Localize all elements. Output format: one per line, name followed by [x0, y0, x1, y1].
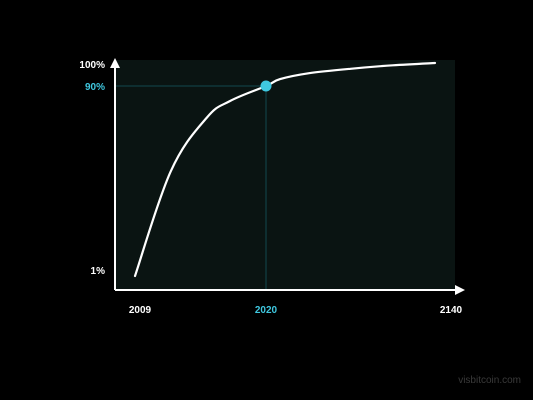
watermark: visbitcoin.com	[458, 375, 521, 386]
x-axis-arrow	[455, 285, 465, 295]
highlight-point	[260, 80, 272, 92]
y-tick-label-90: 90%	[85, 82, 105, 93]
y-tick-label-100: 100%	[79, 60, 105, 71]
plot-background	[115, 60, 455, 290]
y-axis-arrow	[110, 58, 120, 68]
x-tick-label-2140: 2140	[440, 305, 463, 316]
x-tick-label-2009: 2009	[129, 305, 152, 316]
y-tick-label-1: 1%	[91, 266, 106, 277]
x-tick-label-2020: 2020	[255, 305, 278, 316]
